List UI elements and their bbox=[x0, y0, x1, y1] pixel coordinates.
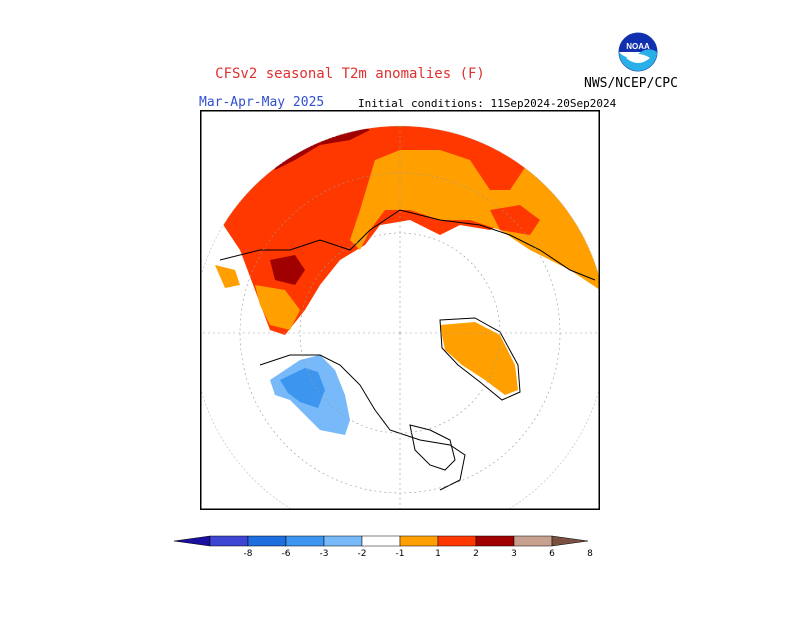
colorbar-swatch bbox=[323, 535, 363, 547]
colorbar-swatch bbox=[513, 535, 553, 547]
colorbar-swatch bbox=[475, 535, 515, 547]
colorbar-label: 1 bbox=[435, 549, 441, 559]
colorbar-label: -1 bbox=[396, 549, 405, 559]
coastline-greenland bbox=[439, 317, 521, 401]
anomaly-uk-orange bbox=[215, 265, 240, 288]
anomaly-greenland-orange bbox=[440, 322, 518, 395]
colorbar-arrow-low bbox=[173, 535, 211, 547]
colorbar-swatch bbox=[285, 535, 325, 547]
anomaly-alaska-mediumblue bbox=[280, 368, 325, 408]
colorbar-label: -3 bbox=[320, 549, 329, 559]
colorbar-label: 2 bbox=[473, 549, 479, 559]
colorbar-swatch bbox=[399, 535, 439, 547]
agency-label: NWS/NCEP/CPC bbox=[584, 76, 678, 91]
colorbar-swatch bbox=[209, 535, 249, 547]
colorbar-swatch bbox=[437, 535, 477, 547]
coastline-north-america bbox=[259, 354, 466, 491]
noaa-logo: NOAA bbox=[618, 32, 658, 72]
colorbar-arrow-high bbox=[551, 535, 589, 547]
anomaly-east-siberia-red bbox=[490, 205, 540, 235]
colorbar-swatch bbox=[247, 535, 287, 547]
colorbar-label: 8 bbox=[587, 549, 593, 559]
colorbar-label: -8 bbox=[244, 549, 253, 559]
logo-text: NOAA bbox=[626, 42, 650, 51]
season-label: Mar-Apr-May 2025 bbox=[199, 95, 325, 110]
map-frame-border bbox=[200, 110, 600, 510]
chart-title: CFSv2 seasonal T2m anomalies (F) bbox=[215, 66, 485, 82]
coastline-hudson bbox=[409, 424, 456, 471]
coastline-eurasia bbox=[219, 209, 596, 281]
colorbar-label: 3 bbox=[511, 549, 517, 559]
colorbar: -8 -6 -3 -2 -1 1 2 3 6 8 bbox=[173, 535, 593, 559]
colorbar-label: -2 bbox=[358, 549, 367, 559]
anomaly-taymyr-darkred bbox=[270, 255, 305, 285]
anomaly-siberia-orange bbox=[350, 150, 600, 290]
polar-map bbox=[200, 110, 600, 510]
anomaly-europe-orange bbox=[255, 285, 300, 330]
initial-conditions-label: Initial conditions: 11Sep2024-20Sep2024 bbox=[358, 97, 617, 110]
colorbar-label: -6 bbox=[282, 549, 291, 559]
colorbar-swatch bbox=[361, 535, 401, 547]
anomaly-eurasia-orangered bbox=[200, 126, 600, 335]
colorbar-label: 6 bbox=[549, 549, 555, 559]
